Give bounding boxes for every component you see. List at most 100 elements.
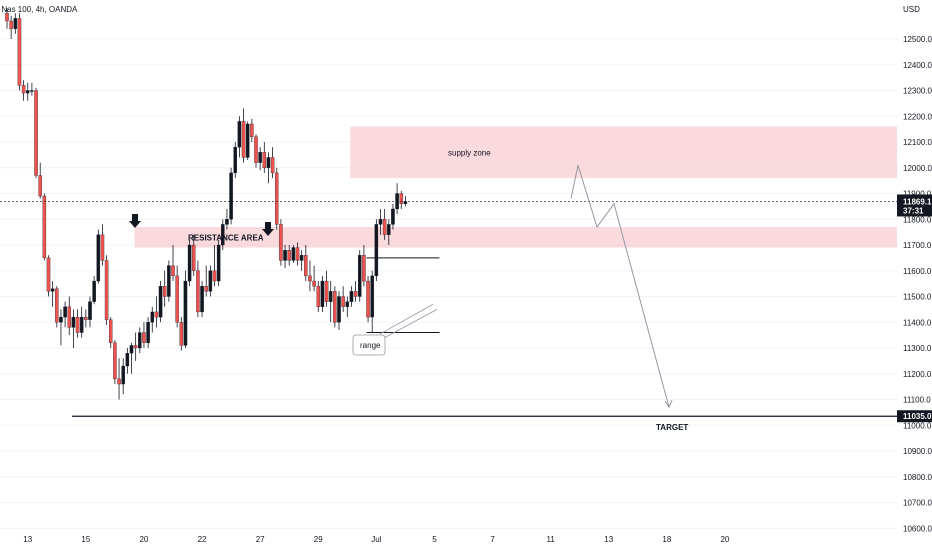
x-tick-label: 5 bbox=[432, 535, 437, 544]
candle-down bbox=[133, 345, 138, 349]
candle-down bbox=[399, 193, 403, 204]
candle-up bbox=[183, 280, 188, 346]
supply-zone-label: supply zone bbox=[448, 148, 491, 157]
candle-up bbox=[59, 316, 63, 323]
last-price-tag bbox=[897, 194, 932, 217]
y-tick-label: 12400.0 bbox=[903, 61, 932, 70]
candle-down bbox=[46, 257, 51, 292]
range-pointer bbox=[383, 309, 438, 339]
candle-down bbox=[250, 123, 254, 137]
price-axis[interactable]: USD 12500.0 12400.0 12300.0 12200.0 12100.0 1… bbox=[897, 0, 932, 550]
candle-up bbox=[387, 224, 391, 235]
x-tick-label: 29 bbox=[314, 535, 323, 544]
candle-down bbox=[109, 319, 113, 343]
candle-down bbox=[142, 332, 146, 343]
candle-down bbox=[75, 316, 80, 333]
candle-down bbox=[287, 249, 291, 261]
candle-down bbox=[84, 316, 88, 320]
candle-down bbox=[196, 270, 200, 313]
y-tick-label: 12500.0 bbox=[903, 35, 932, 44]
y-tick-label: 11100.0 bbox=[903, 396, 931, 405]
x-tick-label: Jul bbox=[371, 535, 381, 544]
candle-down bbox=[366, 280, 370, 318]
candle-down bbox=[42, 195, 47, 259]
candle-down bbox=[154, 311, 159, 318]
range-pointer-2 bbox=[379, 303, 434, 335]
candle-down bbox=[179, 322, 184, 346]
candle-down bbox=[362, 255, 366, 282]
candle-down bbox=[117, 378, 121, 385]
x-tick-label: 20 bbox=[139, 535, 148, 544]
candle-down bbox=[316, 286, 320, 307]
candle-down bbox=[17, 18, 22, 86]
candle-up bbox=[63, 306, 67, 318]
resistance-area bbox=[134, 226, 897, 248]
resistance-area-label: RESISTANCE AREA bbox=[188, 233, 264, 242]
candle-down bbox=[382, 219, 387, 235]
target-label: TARGET bbox=[656, 423, 688, 432]
candle-up bbox=[374, 224, 379, 277]
candle-up bbox=[150, 311, 154, 323]
candle-down bbox=[171, 265, 175, 277]
candle-down bbox=[5, 13, 9, 22]
candle-up bbox=[216, 244, 221, 282]
candle-down bbox=[324, 280, 329, 302]
candle-up bbox=[138, 332, 142, 349]
candle-down bbox=[353, 291, 358, 297]
arrow-down-icon bbox=[262, 222, 274, 236]
candle-down bbox=[9, 20, 13, 29]
symbol-title: US Nas 100, 4h, OANDA bbox=[0, 5, 78, 14]
y-tick-label: 12200.0 bbox=[903, 112, 932, 121]
candle-up bbox=[129, 345, 134, 354]
x-tick-label: 11 bbox=[546, 535, 555, 544]
candle-up bbox=[200, 286, 204, 313]
candle-up bbox=[378, 219, 383, 225]
candle-down bbox=[254, 136, 258, 163]
y-tick-label: 12100.0 bbox=[903, 138, 932, 147]
candle-up bbox=[225, 219, 229, 225]
candle-down bbox=[55, 288, 59, 323]
time-axis[interactable]: 13 15 20 22 27 29 Jul 5 7 11 13 18 20 bbox=[23, 535, 730, 544]
grid bbox=[0, 38, 897, 529]
x-tick-label: 20 bbox=[720, 535, 729, 544]
candle-up bbox=[187, 244, 192, 282]
candle-up bbox=[221, 224, 225, 246]
candle-down bbox=[341, 296, 345, 307]
overlays: TARGET range bbox=[0, 165, 897, 432]
zones: supply zone RESISTANCE AREA bbox=[134, 126, 897, 248]
candle-up bbox=[291, 247, 296, 261]
candle-up bbox=[391, 208, 395, 225]
candle-down bbox=[113, 342, 117, 380]
y-tick-label: 11700.0 bbox=[903, 241, 932, 250]
x-tick-label: 27 bbox=[256, 535, 265, 544]
candle-down bbox=[38, 175, 42, 197]
target-price-tag bbox=[897, 410, 932, 423]
y-tick-label: 11000.0 bbox=[903, 421, 932, 430]
candle-up bbox=[50, 288, 55, 292]
candle-up bbox=[13, 18, 18, 29]
supply-zone bbox=[350, 126, 897, 179]
candle-down bbox=[212, 270, 217, 282]
x-tick-label: 7 bbox=[490, 535, 495, 544]
candle-up bbox=[403, 201, 408, 204]
candle-up bbox=[357, 255, 362, 297]
x-tick-label: 15 bbox=[81, 535, 90, 544]
y-tick-label: 11900.0 bbox=[903, 190, 932, 199]
candle-down bbox=[104, 260, 109, 320]
projection-path bbox=[570, 165, 670, 408]
candle-up bbox=[88, 301, 92, 320]
candle-down bbox=[274, 172, 279, 225]
x-tick-label: 22 bbox=[198, 535, 207, 544]
bar-countdown: 37:31 bbox=[903, 206, 924, 215]
candle-up bbox=[158, 286, 163, 318]
candle-down bbox=[308, 275, 312, 282]
candle-up bbox=[92, 280, 96, 302]
x-tick-label: 13 bbox=[23, 535, 32, 544]
y-tick-label: 12000.0 bbox=[903, 164, 932, 173]
y-tick-label: 11600.0 bbox=[903, 267, 932, 276]
candle-down bbox=[67, 306, 72, 328]
y-tick-label: 11400.0 bbox=[903, 318, 932, 327]
candle-up bbox=[30, 90, 34, 92]
candle-down bbox=[175, 275, 179, 323]
